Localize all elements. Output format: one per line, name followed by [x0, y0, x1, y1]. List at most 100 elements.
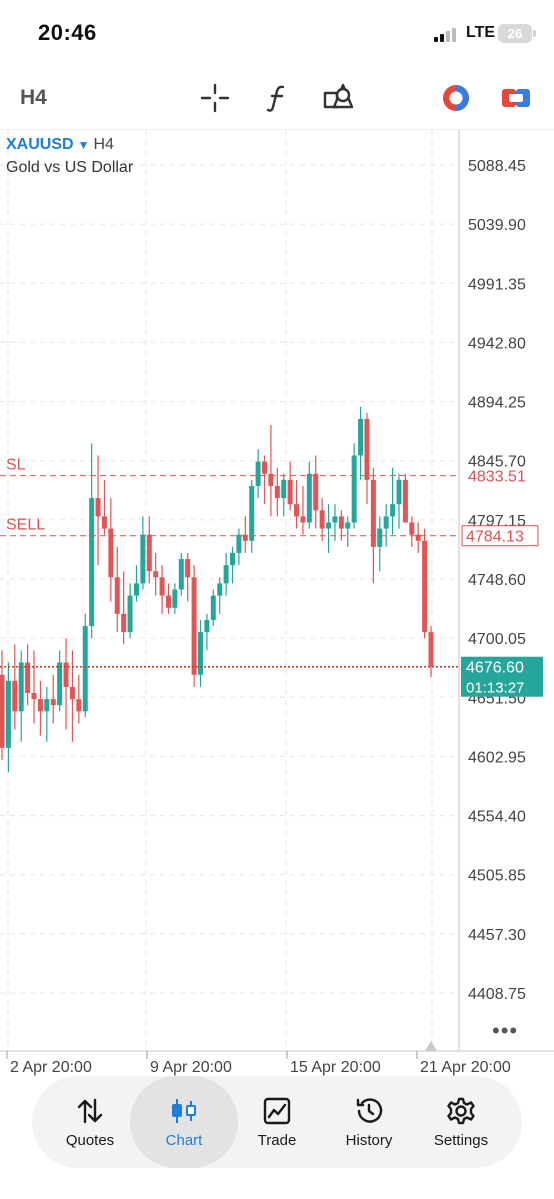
candle-body — [364, 418, 370, 480]
candle-body — [82, 626, 88, 712]
current-price-label: 4676.60 — [466, 660, 524, 677]
timeframe-selector[interactable]: H4 — [20, 86, 47, 109]
indicator-function-icon[interactable] — [260, 80, 296, 116]
price-chart[interactable]: SL SELL 5088.45 5039.90 4991.35 4942.80 4894.… — [0, 130, 554, 1080]
candle-body — [428, 632, 434, 667]
nav-trade[interactable]: Trade — [229, 1076, 325, 1168]
candle-body — [89, 498, 95, 627]
symbol-name[interactable]: XAUUSD — [6, 136, 74, 153]
candle-body — [274, 485, 280, 499]
nav-quotes[interactable]: Quotes — [42, 1076, 138, 1168]
chart-toolbar: H4 — [0, 66, 554, 130]
more-options-icon[interactable]: ••• — [492, 1018, 519, 1043]
candle-body — [178, 559, 184, 590]
nav-label: Trade — [257, 1131, 297, 1149]
candle-countdown-label: 01:13:27 — [466, 680, 524, 697]
candle-body — [133, 583, 139, 596]
date-tick-label: 15 Apr 20:00 — [290, 1059, 381, 1076]
price-tick-label: 4894.25 — [468, 395, 526, 412]
price-tick-label: 4845.70 — [468, 454, 526, 471]
candle-body — [31, 693, 37, 700]
nav-chart[interactable]: Chart — [130, 1076, 238, 1168]
trade-line-chart-icon — [262, 1096, 292, 1126]
candle-body — [326, 522, 332, 529]
candle-body — [294, 504, 300, 517]
scroll-to-end-icon[interactable] — [425, 1041, 437, 1051]
signal-strength-icon — [434, 28, 460, 42]
price-tick-label: 4942.80 — [468, 335, 526, 352]
candle-body — [140, 534, 146, 584]
candle-body — [165, 595, 171, 608]
symbol-header[interactable]: XAUUSD ▼ H4 — [6, 136, 114, 154]
one-click-trading-icon[interactable] — [498, 80, 534, 116]
history-clock-icon — [354, 1096, 384, 1126]
symbol-description: Gold vs US Dollar — [6, 159, 134, 176]
candle-body — [402, 479, 408, 523]
candle-body — [0, 674, 5, 748]
candle-body — [332, 516, 338, 523]
price-tick-label: 4554.40 — [468, 809, 526, 826]
candle-body — [306, 473, 312, 523]
price-tick-label: 5039.90 — [468, 217, 526, 234]
sl-price-label: 4833.51 — [468, 469, 526, 486]
price-tick-label: 4991.35 — [468, 276, 526, 293]
candle-body — [338, 516, 344, 529]
sl-label: SL — [6, 457, 26, 474]
price-tick-label: 5088.45 — [468, 158, 526, 175]
sell-price-label: 4784.13 — [466, 529, 524, 546]
nav-label: Settings — [433, 1131, 489, 1149]
candle-body — [210, 595, 216, 620]
candle-body — [127, 595, 133, 633]
candle-body — [114, 577, 120, 614]
candlestick-chart-icon — [169, 1096, 199, 1126]
candle-body — [287, 479, 293, 505]
nav-label: Chart — [165, 1131, 203, 1149]
settings-gear-icon — [446, 1096, 476, 1126]
nav-label: Quotes — [65, 1131, 115, 1149]
candle-body — [121, 613, 127, 633]
sell-label: SELL — [6, 517, 45, 534]
candle-body — [44, 699, 50, 712]
candle-body — [153, 571, 159, 578]
candle-body — [204, 619, 210, 633]
candle-body — [197, 632, 203, 675]
battery-cap — [533, 30, 536, 37]
candle-body — [370, 479, 376, 547]
candle-body — [300, 516, 306, 523]
price-tick-label: 4700.05 — [468, 631, 526, 648]
crosshair-icon[interactable] — [197, 80, 233, 116]
candle-body — [351, 455, 357, 523]
candle-body — [409, 522, 415, 535]
candle-body — [185, 559, 191, 578]
nav-history[interactable]: History — [321, 1076, 417, 1168]
candle-body — [146, 534, 152, 572]
candle-body — [5, 680, 11, 748]
quotes-arrows-icon — [75, 1096, 105, 1126]
candle-body — [50, 699, 56, 706]
candle-body — [319, 510, 325, 529]
candle-body — [415, 534, 421, 541]
status-bar: 20:46 LTE 26 — [0, 0, 554, 66]
candle-body — [63, 662, 69, 687]
candle-body — [18, 662, 24, 712]
candle-body — [230, 552, 236, 566]
candle-body — [108, 528, 114, 578]
candle-body — [255, 461, 261, 486]
nav-settings[interactable]: Settings — [413, 1076, 509, 1168]
objects-shapes-icon[interactable] — [320, 80, 356, 116]
sell-price-box[interactable] — [461, 525, 539, 547]
candle-body — [390, 504, 396, 517]
price-tick-label: 4408.75 — [468, 986, 526, 1003]
chart-area[interactable]: SL SELL 5088.45 5039.90 4991.35 4942.80 4894.… — [0, 130, 554, 1080]
date-tick-label: 9 Apr 20:00 — [150, 1059, 232, 1076]
network-type: LTE — [466, 24, 496, 41]
candle-body — [37, 699, 43, 712]
nav-label: History — [345, 1131, 393, 1149]
dropdown-caret-icon[interactable]: ▼ — [77, 138, 90, 152]
color-theme-icon[interactable] — [438, 80, 474, 116]
price-tick-label: 4748.60 — [468, 572, 526, 589]
price-tick-label: 4505.85 — [468, 868, 526, 885]
candle-body — [422, 540, 428, 633]
candle-body — [262, 461, 268, 474]
price-tick-label: 4602.95 — [468, 749, 526, 766]
